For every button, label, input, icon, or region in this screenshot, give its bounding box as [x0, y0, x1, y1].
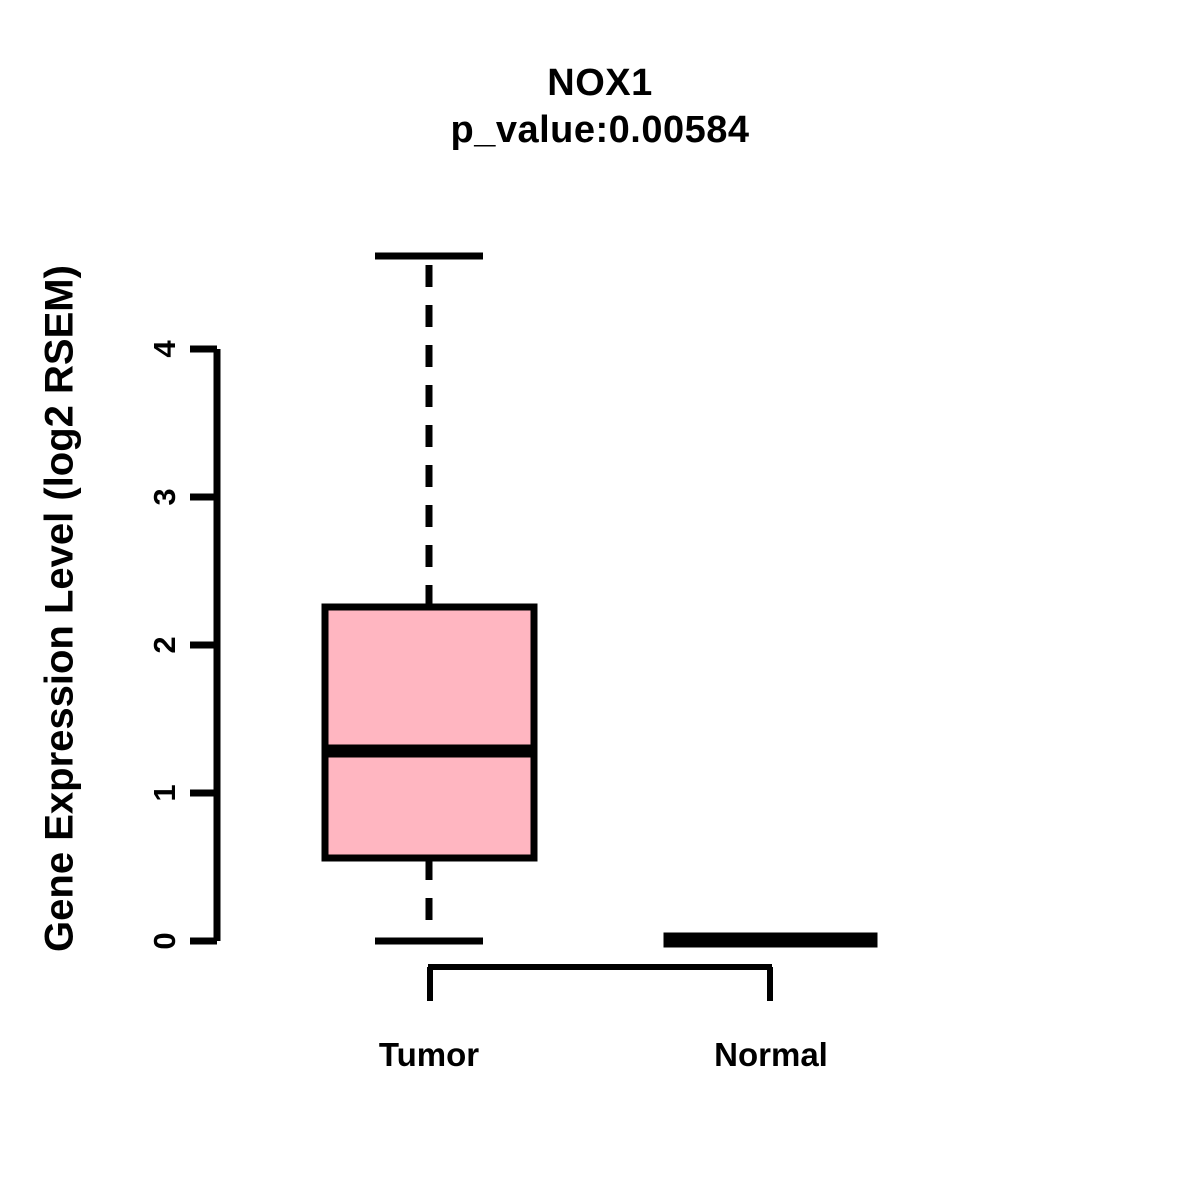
boxplot-tumor[interactable] — [321, 252, 538, 945]
y-axis — [190, 345, 221, 945]
x-axis — [427, 964, 773, 1001]
x-tick-label-normal: Normal — [714, 1036, 828, 1073]
x-tick-label-tumor: Tumor — [378, 1036, 480, 1073]
box-body-tumor[interactable] — [321, 603, 538, 862]
boxplot-normal[interactable] — [663, 932, 878, 948]
